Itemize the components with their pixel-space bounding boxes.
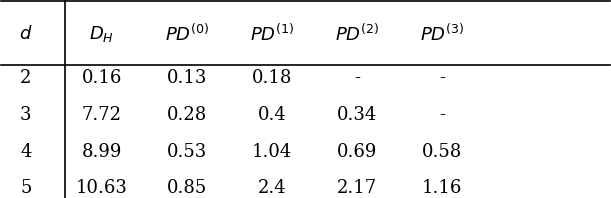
Text: $PD^{(3)}$: $PD^{(3)}$ [420, 24, 465, 45]
Text: 3: 3 [20, 106, 32, 124]
Text: -: - [354, 69, 360, 87]
Text: 2.17: 2.17 [337, 179, 377, 197]
Text: -: - [439, 106, 445, 124]
Text: 0.18: 0.18 [252, 69, 292, 87]
Text: 0.28: 0.28 [167, 106, 207, 124]
Text: 0.13: 0.13 [167, 69, 207, 87]
Text: -: - [439, 69, 445, 87]
Text: 10.63: 10.63 [76, 179, 128, 197]
Text: 0.4: 0.4 [258, 106, 287, 124]
Text: 2: 2 [20, 69, 31, 87]
Text: 5: 5 [20, 179, 31, 197]
Text: 7.72: 7.72 [82, 106, 122, 124]
Text: $d$: $d$ [19, 25, 32, 43]
Text: 0.58: 0.58 [422, 143, 463, 161]
Text: $D_H$: $D_H$ [89, 24, 114, 44]
Text: 4: 4 [20, 143, 31, 161]
Text: 0.85: 0.85 [167, 179, 207, 197]
Text: 0.16: 0.16 [81, 69, 122, 87]
Text: 0.34: 0.34 [337, 106, 378, 124]
Text: $PD^{(0)}$: $PD^{(0)}$ [164, 24, 209, 45]
Text: $PD^{(1)}$: $PD^{(1)}$ [250, 24, 295, 45]
Text: $PD^{(2)}$: $PD^{(2)}$ [335, 24, 379, 45]
Text: 0.69: 0.69 [337, 143, 378, 161]
Text: 1.16: 1.16 [422, 179, 463, 197]
Text: 1.04: 1.04 [252, 143, 292, 161]
Text: 2.4: 2.4 [258, 179, 287, 197]
Text: 8.99: 8.99 [81, 143, 122, 161]
Text: 0.53: 0.53 [167, 143, 207, 161]
